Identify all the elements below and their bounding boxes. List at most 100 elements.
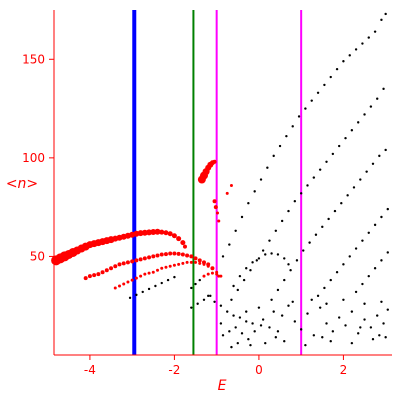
data-point-s1-55 [312, 176, 316, 179]
data-point-s1-40 [380, 18, 383, 22]
data-point-s1-168 [219, 322, 223, 325]
data-point-s0-72 [151, 270, 155, 274]
axes-group [53, 10, 392, 356]
data-point-s1-130 [268, 326, 271, 329]
data-point-s1-72 [302, 249, 305, 252]
data-point-s1-131 [274, 336, 278, 339]
data-point-s1-7 [173, 275, 176, 279]
data-point-s1-21 [259, 178, 263, 181]
data-point-s1-19 [247, 202, 250, 205]
data-point-s1-124 [228, 330, 231, 333]
data-point-s0-84 [202, 262, 206, 266]
data-point-s1-8 [190, 286, 193, 290]
data-point-s1-39 [373, 30, 377, 33]
data-point-s0-93 [219, 274, 223, 278]
data-point-s1-38 [367, 36, 370, 39]
data-point-s1-119 [238, 316, 242, 319]
data-point-s1-88 [329, 278, 332, 282]
data-point-s0-26 [163, 230, 169, 236]
data-point-s1-85 [384, 148, 387, 152]
data-point-s1-24 [278, 144, 282, 148]
data-point-s1-166 [363, 302, 366, 305]
data-point-s0-24 [154, 228, 161, 235]
data-point-s1-100 [367, 274, 370, 278]
data-point-s1-16 [228, 243, 231, 246]
data-point-s1-122 [259, 324, 263, 327]
data-point-s1-29 [310, 99, 313, 102]
data-point-s1-61 [350, 129, 354, 132]
data-point-s0-67 [130, 278, 134, 282]
x-tick-label-0: -4 [84, 363, 96, 377]
data-point-s0-91 [210, 271, 214, 275]
data-point-s1-59 [337, 144, 341, 148]
data-point-s1-60 [344, 136, 347, 140]
data-point-s1-5 [160, 281, 163, 285]
data-point-s1-116 [219, 304, 223, 307]
data-point-s1-57 [325, 160, 328, 163]
data-point-s0-27 [167, 231, 173, 237]
data-point-s0-100 [212, 159, 217, 164]
data-point-s1-53 [299, 192, 303, 195]
data-point-s0-63 [113, 286, 117, 290]
data-point-s1-117 [226, 310, 229, 313]
data-point-s1-74 [314, 233, 318, 236]
data-point-s1-148 [382, 322, 385, 325]
data-point-s0-71 [147, 271, 151, 275]
data-point-s1-91 [348, 255, 351, 258]
data-point-s0-33 [87, 274, 92, 279]
data-point-s1-64 [369, 105, 373, 108]
data-point-s1-106 [245, 267, 248, 270]
data-point-s1-27 [297, 115, 301, 118]
y-tick-label-2: 150 [22, 52, 45, 66]
data-point-s1-2 [141, 290, 144, 294]
data-point-s1-98 [354, 290, 358, 294]
data-point-s0-47 [147, 255, 152, 260]
data-point-s1-25 [285, 134, 288, 138]
data-point-s1-23 [272, 154, 275, 158]
data-point-s1-13 [202, 298, 206, 301]
data-point-s1-30 [316, 91, 320, 95]
y-tick-label-0: 50 [30, 249, 45, 263]
data-point-s0-101 [212, 199, 217, 204]
data-point-s1-156 [350, 341, 354, 345]
data-point-s0-59 [197, 258, 202, 263]
data-point-s1-126 [240, 332, 244, 335]
data-point-s1-133 [287, 304, 290, 307]
data-point-s0-46 [142, 256, 147, 261]
data-point-s1-138 [318, 306, 322, 309]
data-point-s1-77 [333, 209, 337, 213]
data-point-s1-63 [363, 113, 366, 116]
data-point-s1-97 [386, 207, 389, 211]
data-point-s1-9 [194, 282, 197, 286]
data-point-s0-25 [159, 229, 165, 235]
data-point-s1-0 [128, 296, 132, 300]
data-point-s0-70 [143, 272, 147, 276]
data-point-s0-76 [168, 264, 172, 268]
data-point-s0-32 [83, 276, 88, 281]
data-point-s0-81 [189, 260, 193, 264]
data-point-s0-88 [217, 274, 221, 278]
data-point-s0-75 [164, 265, 168, 269]
data-point-s1-99 [361, 282, 364, 286]
data-point-s0-82 [194, 260, 198, 264]
data-point-s1-37 [361, 42, 364, 45]
data-point-s0-85 [206, 264, 210, 268]
data-point-s1-95 [373, 223, 377, 227]
data-point-s1-149 [386, 308, 389, 311]
data-point-s1-132 [280, 314, 284, 317]
data-point-s1-127 [247, 338, 250, 341]
data-point-s1-128 [253, 330, 256, 333]
data-point-s0-58 [193, 256, 198, 261]
data-point-s0-40 [117, 262, 122, 267]
data-point-s1-11 [190, 306, 193, 309]
data-point-s1-93 [361, 239, 364, 242]
data-point-s0-92 [215, 272, 219, 276]
data-point-s1-79 [346, 194, 349, 197]
data-point-s1-20 [253, 190, 256, 193]
data-point-s1-3 [147, 287, 151, 291]
y-tick-label-1: 100 [22, 151, 45, 165]
data-point-s1-110 [270, 252, 273, 255]
data-point-s1-87 [323, 286, 326, 290]
data-point-s1-86 [316, 294, 320, 298]
data-point-s1-134 [293, 320, 297, 323]
